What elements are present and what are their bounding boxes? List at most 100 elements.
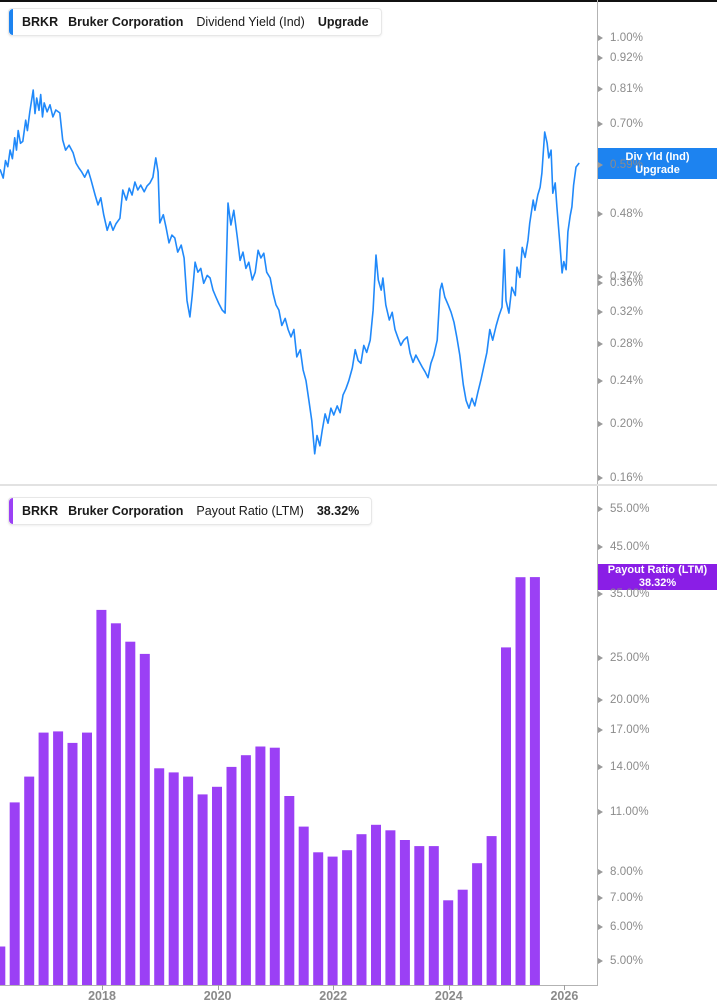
y-tick-label: 7.00% <box>610 891 644 904</box>
y-axis-tick-1.00pct: 1.00% <box>597 32 643 45</box>
x-axis-tickmark <box>448 985 450 990</box>
payout-bar-q2-2022[interactable] <box>356 834 367 985</box>
tick-arrow-icon <box>598 543 603 550</box>
payout-bar-q3-2020[interactable] <box>255 746 266 986</box>
div-yld-badge-title: Div Yld (Ind) <box>625 150 690 163</box>
y-tick-label: 0.28% <box>610 337 644 350</box>
y-tick-label: 35.00% <box>610 588 650 601</box>
payout-bar-q4-2021[interactable] <box>327 856 338 985</box>
payout-bar-q2-2019[interactable] <box>183 776 194 985</box>
metric-value-label: 38.32% <box>316 504 360 518</box>
y-axis-gutter: 1.00% 0.92% 0.81% 0.70% 0.59% 0.48% 0.37% 0.36%… <box>597 0 717 1005</box>
payout-bar-q4-2018[interactable] <box>154 768 165 985</box>
payout-bar-q3-2024[interactable] <box>486 836 497 985</box>
x-axis-year-label-2022: 2022 <box>319 989 348 1003</box>
payout-bar-q2-2025[interactable] <box>529 577 540 985</box>
tick-arrow-icon <box>598 273 603 280</box>
payout-bar-q1-2022[interactable] <box>342 850 353 985</box>
payout-bar-q1-2025[interactable] <box>515 577 526 985</box>
payout-bar-q3-2017[interactable] <box>82 732 92 985</box>
payout-bar-q3-2023[interactable] <box>428 846 439 985</box>
tick-arrow-icon <box>598 727 603 734</box>
payout-bar-q2-2016[interactable] <box>9 802 20 985</box>
y-tick-label: 0.32% <box>610 305 644 318</box>
y-tick-label: 0.37% <box>610 270 644 283</box>
y-axis-tick-0.16pct: 0.16% <box>597 472 643 485</box>
payout-bar-q1-2024[interactable] <box>457 889 468 985</box>
payout-bar-q3-2022[interactable] <box>371 824 381 985</box>
payout-bar-q2-2023[interactable] <box>414 846 425 985</box>
chart-plot-area[interactable] <box>0 0 597 1005</box>
payout-bar-q1-2020[interactable] <box>226 766 237 985</box>
legend-chip-payout-ratio[interactable]: BRKR Bruker Corporation Payout Ratio (LT… <box>8 497 373 525</box>
payout-badge-value: 38.32% <box>638 577 677 589</box>
payout-ratio-badge[interactable]: Payout Ratio (LTM) 38.32% <box>598 564 717 590</box>
payout-ratio-badge-background <box>598 564 717 590</box>
y-axis-tick-0.32pct: 0.32% <box>597 305 643 318</box>
company-label: Bruker Corporation <box>68 504 184 518</box>
payout-bar-q2-2021[interactable] <box>298 826 309 985</box>
payout-bar-q4-2016[interactable] <box>38 732 49 985</box>
tick-arrow-icon <box>598 161 603 168</box>
y-axis-tick-0.28pct: 0.28% <box>597 337 643 350</box>
y-axis-tick-25.00pct: 25.00% <box>597 651 650 664</box>
upgrade-link[interactable]: Upgrade <box>635 163 680 176</box>
div-yld-badge[interactable]: Div Yld (Ind) Upgrade <box>598 148 717 179</box>
payout-bar-q2-2017[interactable] <box>67 742 78 985</box>
legend-chip-dividend-yield[interactable]: BRKR Bruker Corporation Dividend Yield (… <box>8 8 382 36</box>
tick-arrow-icon <box>598 85 603 92</box>
payout-bar-q4-2017[interactable] <box>96 609 107 985</box>
y-tick-label: 0.20% <box>610 418 644 431</box>
dividend-yield-line[interactable] <box>0 89 580 455</box>
payout-bar-q1-2018[interactable] <box>110 623 121 985</box>
payout-bar-q4-2024[interactable] <box>501 647 511 985</box>
y-tick-label: 0.70% <box>610 117 644 130</box>
tick-arrow-icon <box>598 120 603 127</box>
div-yld-badge-background <box>598 148 717 179</box>
tick-arrow-icon <box>598 475 603 481</box>
payout-bar-q1-2019[interactable] <box>168 772 179 985</box>
x-axis-tickmark <box>564 985 566 990</box>
x-axis-line <box>0 985 598 986</box>
y-axis-tick-7.00pct: 7.00% <box>597 891 643 904</box>
series-color-accent-purple <box>9 498 13 524</box>
y-axis-tick-55.00pct: 55.00% <box>597 503 650 516</box>
x-axis-labels: 2018 2020 2022 2024 2026 <box>0 985 598 1005</box>
x-axis-tickmark <box>102 985 103 990</box>
y-tick-label: 1.00% <box>610 32 644 44</box>
payout-bar-q2-2018[interactable] <box>125 641 136 985</box>
payout-bar-q3-2019[interactable] <box>197 794 208 985</box>
y-tick-label: 55.00% <box>610 503 650 515</box>
payout-bar-q3-2018[interactable] <box>139 653 150 985</box>
payout-bar-q1-2016[interactable] <box>0 946 6 986</box>
upgrade-button[interactable]: Upgrade <box>317 15 369 29</box>
y-axis-tick-0.70pct: 0.70% <box>597 117 643 130</box>
y-axis-tick-0.20pct: 0.20% <box>597 418 643 431</box>
company-label: Bruker Corporation <box>68 15 184 29</box>
tick-arrow-icon <box>598 421 603 428</box>
payout-bar-q1-2021[interactable] <box>284 796 295 985</box>
panel-divider[interactable] <box>0 484 717 486</box>
ticker-label: BRKR <box>22 504 59 518</box>
payout-bar-q4-2020[interactable] <box>269 747 280 985</box>
y-tick-label: 0.48% <box>610 208 644 221</box>
payout-bar-q3-2016[interactable] <box>24 776 35 985</box>
series-color-accent-blue <box>9 9 13 35</box>
window-top-border <box>0 0 717 2</box>
payout-bar-q2-2020[interactable] <box>240 755 251 985</box>
payout-bar-q4-2019[interactable] <box>212 786 222 985</box>
tick-arrow-icon <box>598 654 603 661</box>
y-axis-tick-0.37pct: 0.37% <box>597 270 643 283</box>
tick-arrow-icon <box>598 809 603 816</box>
payout-bar-q2-2024[interactable] <box>472 863 483 985</box>
payout-bar-q3-2021[interactable] <box>313 852 324 985</box>
payout-bar-q4-2023[interactable] <box>443 900 454 985</box>
tick-arrow-icon <box>598 35 603 41</box>
payout-bar-q4-2022[interactable] <box>385 830 396 985</box>
payout-bar-q1-2017[interactable] <box>53 731 64 985</box>
metric-label: Dividend Yield (Ind) <box>196 15 305 29</box>
payout-bar-q1-2023[interactable] <box>399 840 410 985</box>
y-axis-tick-0.36pct: 0.36% <box>597 277 643 290</box>
y-axis-tick-35.00pct: 35.00% <box>597 588 650 601</box>
tick-arrow-icon <box>598 869 603 876</box>
